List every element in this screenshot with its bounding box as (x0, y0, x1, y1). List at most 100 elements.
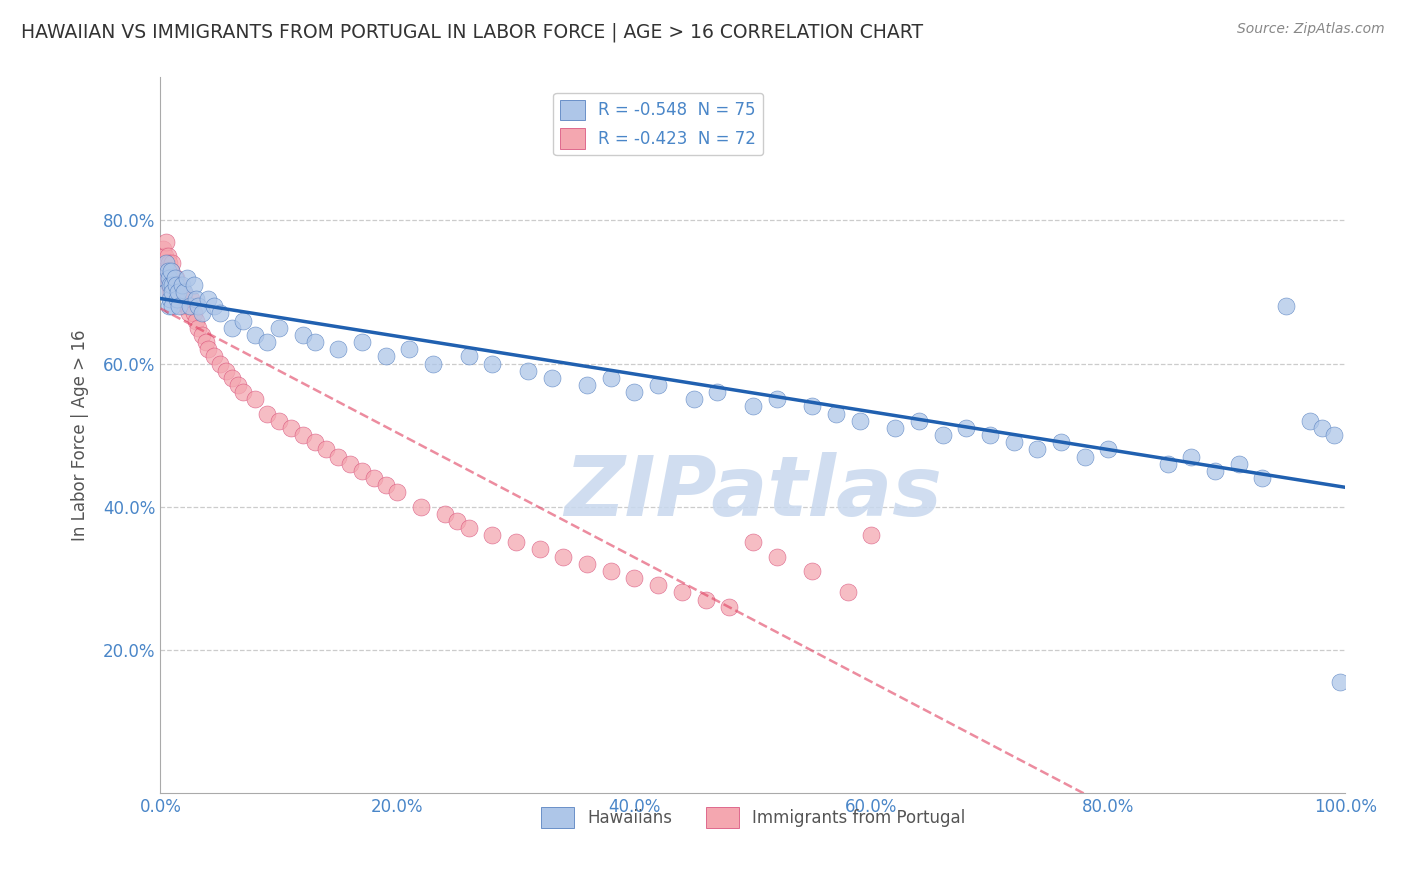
Point (184, 313, 207, 327)
Point (1310, 421, 1333, 435)
Point (194, 334, 217, 349)
Point (183, 277, 205, 292)
Point (153, 256, 176, 270)
Point (245, 392, 267, 407)
Point (304, 435, 326, 450)
Point (315, 442, 337, 457)
Point (157, 299, 180, 313)
Point (540, 371, 562, 385)
Point (801, 400, 824, 414)
Point (1097, 442, 1119, 457)
Point (1050, 435, 1073, 450)
Point (505, 535, 527, 549)
Point (202, 299, 225, 313)
Point (159, 292, 181, 306)
Point (157, 277, 180, 292)
Point (197, 343, 219, 357)
Point (742, 400, 765, 414)
Point (157, 256, 180, 270)
Point (170, 277, 193, 292)
Point (291, 428, 314, 442)
Point (695, 592, 717, 607)
Text: ZIPatlas: ZIPatlas (564, 451, 942, 533)
Point (166, 292, 188, 306)
Point (1157, 457, 1180, 471)
Point (1074, 450, 1097, 464)
Point (647, 378, 669, 392)
Point (160, 263, 183, 277)
Point (457, 521, 479, 535)
Point (955, 421, 977, 435)
Legend: Hawaiians, Immigrants from Portugal: Hawaiians, Immigrants from Portugal (534, 801, 972, 834)
Point (422, 357, 444, 371)
Point (162, 277, 184, 292)
Point (374, 350, 396, 364)
Point (202, 350, 225, 364)
Point (599, 564, 621, 578)
Point (742, 535, 765, 549)
Point (221, 320, 243, 334)
Point (173, 292, 195, 306)
Point (208, 357, 231, 371)
Point (1251, 471, 1274, 485)
Point (226, 378, 249, 392)
Point (328, 450, 350, 464)
Point (169, 277, 191, 292)
Point (860, 528, 883, 542)
Point (647, 578, 669, 592)
Point (1227, 457, 1250, 471)
Point (208, 306, 231, 320)
Point (267, 320, 290, 334)
Point (159, 270, 181, 285)
Point (162, 270, 184, 285)
Point (256, 334, 278, 349)
Point (156, 263, 179, 277)
Point (481, 528, 503, 542)
Point (623, 385, 645, 400)
Point (1299, 414, 1322, 428)
Point (232, 313, 254, 327)
Point (167, 285, 190, 299)
Point (280, 421, 302, 435)
Point (374, 478, 396, 492)
Point (706, 385, 728, 400)
Point (256, 407, 278, 421)
Point (155, 256, 177, 270)
Point (481, 357, 503, 371)
Point (152, 242, 174, 256)
Point (931, 428, 953, 442)
Point (156, 249, 179, 263)
Point (170, 299, 193, 313)
Point (159, 277, 181, 292)
Point (801, 564, 824, 578)
Point (176, 299, 198, 313)
Point (165, 270, 187, 285)
Point (155, 285, 177, 299)
Point (837, 585, 859, 599)
Point (553, 549, 575, 564)
Point (304, 334, 326, 349)
Point (682, 392, 704, 407)
Point (576, 378, 599, 392)
Point (197, 292, 219, 306)
Point (155, 263, 177, 277)
Point (155, 235, 177, 249)
Point (156, 270, 179, 285)
Point (232, 385, 254, 400)
Point (848, 414, 870, 428)
Point (155, 249, 177, 263)
Point (1026, 442, 1049, 457)
Point (221, 371, 243, 385)
Point (160, 277, 183, 292)
Point (163, 285, 186, 299)
Text: Source: ZipAtlas.com: Source: ZipAtlas.com (1237, 22, 1385, 37)
Point (387, 485, 409, 500)
Point (172, 285, 194, 299)
Point (398, 343, 420, 357)
Point (623, 571, 645, 585)
Point (884, 421, 907, 435)
Point (245, 327, 267, 342)
Point (599, 371, 621, 385)
Point (187, 320, 209, 334)
Point (153, 270, 176, 285)
